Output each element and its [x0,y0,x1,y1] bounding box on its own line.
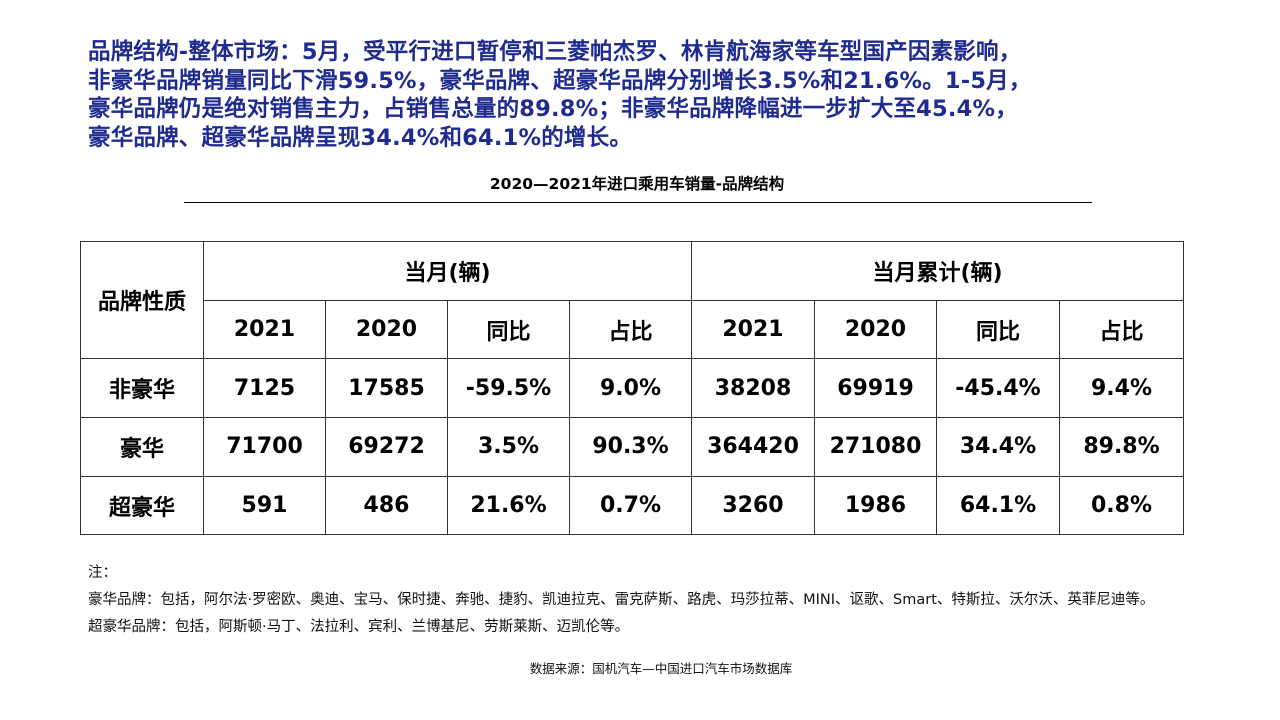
table-cell: 9.4% [1059,358,1184,419]
table-cell: 0.7% [569,475,692,536]
row-header-cell: 品牌性质 [80,240,204,360]
subheader-cell: 2021 [691,299,815,360]
title-divider [184,202,1092,203]
notes-section: 注： 豪华品牌：包括，阿尔法·罗密欧、奥迪、宝马、保时捷、奔驰、捷豹、凯迪拉克、… [88,560,1154,641]
notes-heading: 注： [88,565,117,581]
table-cell: -45.4% [936,358,1060,419]
headline-line: 品牌结构-整体市场：5月，受平行进口暂停和三菱帕杰罗、林肯航海家等车型国产因素影… [88,39,1022,65]
table-cell: 17585 [325,358,448,419]
table-cell: 38208 [691,358,815,419]
table-row: 豪华 71700 69272 3.5% 90.3% 364420 271080 … [80,417,1184,477]
row-label: 豪华 [80,417,204,477]
table-cell: -59.5% [447,358,570,419]
table-cell: 3260 [691,475,815,536]
table-subheader-row: 2021 2020 同比 占比 2021 2020 同比 占比 [81,299,1184,360]
table-cell: 0.8% [1059,475,1184,536]
table-title: 2020—2021年进口乘用车销量-品牌结构 [489,175,785,193]
table-cell: 90.3% [569,417,692,477]
table-cell: 21.6% [447,475,570,536]
headline-text: 品牌结构-整体市场：5月，受平行进口暂停和三菱帕杰罗、林肯航海家等车型国产因素影… [88,38,1258,152]
subheader-cell: 2020 [814,299,937,360]
table-row: 超豪华 591 486 21.6% 0.7% 3260 1986 64.1% 0… [80,475,1184,536]
headline-line: 豪华品牌、超豪华品牌呈现34.4%和64.1%的增长。 [88,124,633,151]
subheader-cell: 同比 [936,299,1060,360]
headline-line: 非豪华品牌销量同比下滑59.5%，豪华品牌、超豪华品牌分别增长3.5%和21.6… [88,67,1032,94]
subheader-cell: 同比 [447,299,570,360]
table-cell: 1986 [814,475,937,536]
headline-line: 豪华品牌仍是绝对销售主力，占销售总量的89.8%；非豪华品牌降幅进一步扩大至45… [88,96,1018,122]
row-label: 非豪华 [80,358,204,419]
table-cell: 3.5% [447,417,570,477]
group-header-cumulative: 当月累计(辆) [691,241,1184,301]
table-cell: 89.8% [1059,417,1184,477]
table-cell: 34.4% [936,417,1060,477]
table-cell: 364420 [691,417,815,477]
table-cell: 69272 [325,417,448,477]
notes-luxury: 豪华品牌：包括，阿尔法·罗密欧、奥迪、宝马、保时捷、奔驰、捷豹、凯迪拉克、雷克萨… [88,592,1155,608]
subheader-cell: 2020 [325,299,448,360]
brand-structure-table: 品牌性质 当月(辆) 当月累计(辆) 2021 2020 同比 占比 2021 … [80,240,1184,536]
table-header-row: 品牌性质 当月(辆) 当月累计(辆) [80,240,1184,360]
group-header-month: 当月(辆) [203,241,692,301]
table-cell: 71700 [203,417,326,477]
data-source: 数据来源：国机汽车—中国进口汽车市场数据库 [529,661,793,676]
notes-super-luxury: 超豪华品牌：包括，阿斯顿·马丁、法拉利、宾利、兰博基尼、劳斯莱斯、迈凯伦等。 [88,619,630,635]
table-cell: 486 [325,475,448,536]
table-cell: 591 [203,475,326,536]
subheader-cell: 占比 [569,299,692,360]
subheader-cell: 占比 [1059,299,1184,360]
row-label: 超豪华 [80,475,204,536]
table-row: 非豪华 7125 17585 -59.5% 9.0% 38208 69919 -… [80,358,1184,419]
table-cell: 64.1% [936,475,1060,536]
table-cell: 69919 [814,358,937,419]
table-cell: 9.0% [569,358,692,419]
table-cell: 271080 [814,417,937,477]
subheader-cell: 2021 [203,299,326,360]
table-cell: 7125 [203,358,326,419]
